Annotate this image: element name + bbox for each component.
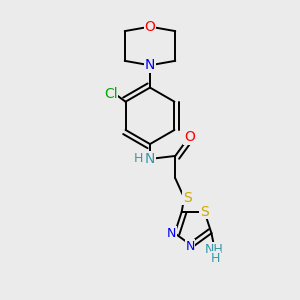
Text: H: H (211, 252, 220, 265)
Text: H: H (134, 152, 143, 165)
Text: N: N (185, 240, 195, 253)
Text: O: O (145, 20, 155, 34)
Text: N: N (145, 58, 155, 72)
Text: N: N (167, 227, 176, 240)
Text: NH: NH (205, 243, 224, 256)
Text: O: O (184, 130, 195, 144)
Text: S: S (183, 190, 191, 205)
Text: N: N (145, 152, 155, 166)
Text: Cl: Cl (104, 87, 117, 101)
Text: S: S (200, 205, 209, 219)
